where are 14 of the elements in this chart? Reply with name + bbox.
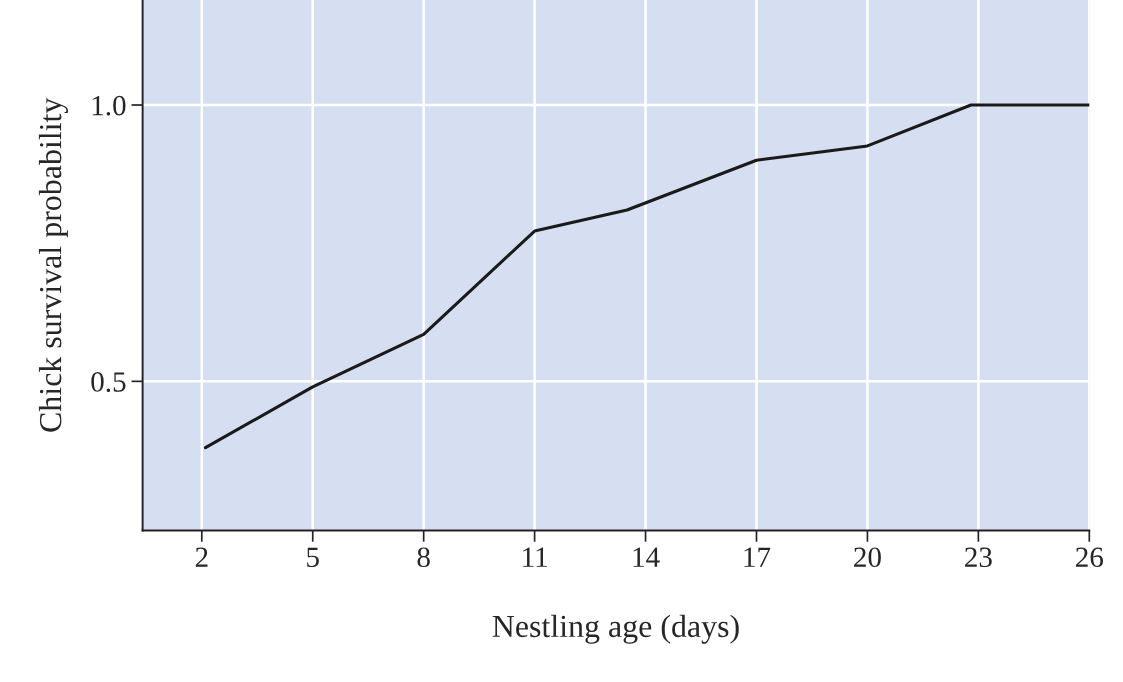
- y-tick-label: 0.5: [91, 372, 126, 392]
- x-tick-label: 5: [307, 547, 319, 568]
- x-tick-label: 26: [1076, 547, 1104, 568]
- y-axis-title: Chick survival probability: [38, 97, 68, 432]
- x-tick-label: 2: [195, 547, 208, 567]
- x-tick-label: 8: [417, 547, 430, 568]
- line-series: [203, 103, 1090, 450]
- x-axis-title: Nestling age (days): [492, 614, 739, 644]
- x-tick-label: 11: [523, 547, 547, 567]
- x-tick-label: 20: [854, 547, 881, 568]
- x-tick-label: 14: [633, 547, 660, 567]
- x-tick-label: 17: [744, 547, 771, 567]
- x-tick-label: 23: [965, 547, 992, 568]
- y-tick-label: 1.0: [92, 95, 126, 116]
